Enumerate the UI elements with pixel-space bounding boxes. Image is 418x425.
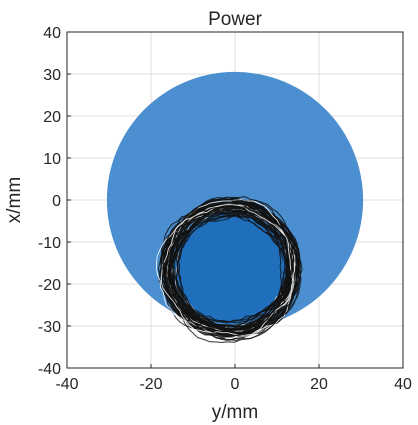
y-tick-label: 30 (43, 67, 61, 84)
y-tick-label: 40 (43, 25, 61, 42)
x-tick-label: 0 (231, 376, 240, 393)
y-tick-label: 10 (43, 151, 61, 168)
chart-title: Power (208, 9, 263, 30)
y-tick-label: -30 (38, 319, 61, 336)
y-tick-label: -20 (38, 277, 61, 294)
trajectory-loop (173, 214, 291, 331)
trajectory-loop (161, 206, 295, 337)
y-axis-label: x/mm (4, 177, 25, 223)
tick-marks (66, 31, 404, 369)
x-tick-label: 20 (310, 376, 328, 393)
x-tick-labels: -40 -20 0 20 40 (55, 376, 412, 393)
trajectory-loop (160, 204, 294, 336)
y-tick-label: 20 (43, 109, 61, 126)
x-axis-label: y/mm (212, 402, 258, 423)
y-tick-labels: -40 -30 -20 -10 0 10 20 30 40 (38, 25, 61, 378)
x-tick-label: -40 (55, 376, 78, 393)
x-tick-label: 40 (394, 376, 412, 393)
trajectory-loop (171, 209, 286, 323)
trajectory-loop (175, 210, 288, 323)
trajectory-loop (164, 199, 301, 337)
y-tick-label: -40 (38, 361, 61, 378)
x-tick-label: -20 (139, 376, 162, 393)
trajectory-loops (156, 196, 303, 343)
y-tick-label: -10 (38, 235, 61, 252)
trajectory-loop (156, 198, 296, 339)
y-tick-label: 0 (52, 193, 61, 210)
trajectory-loop (169, 210, 288, 330)
inner-disk (174, 210, 288, 324)
data-layer (106, 71, 364, 343)
